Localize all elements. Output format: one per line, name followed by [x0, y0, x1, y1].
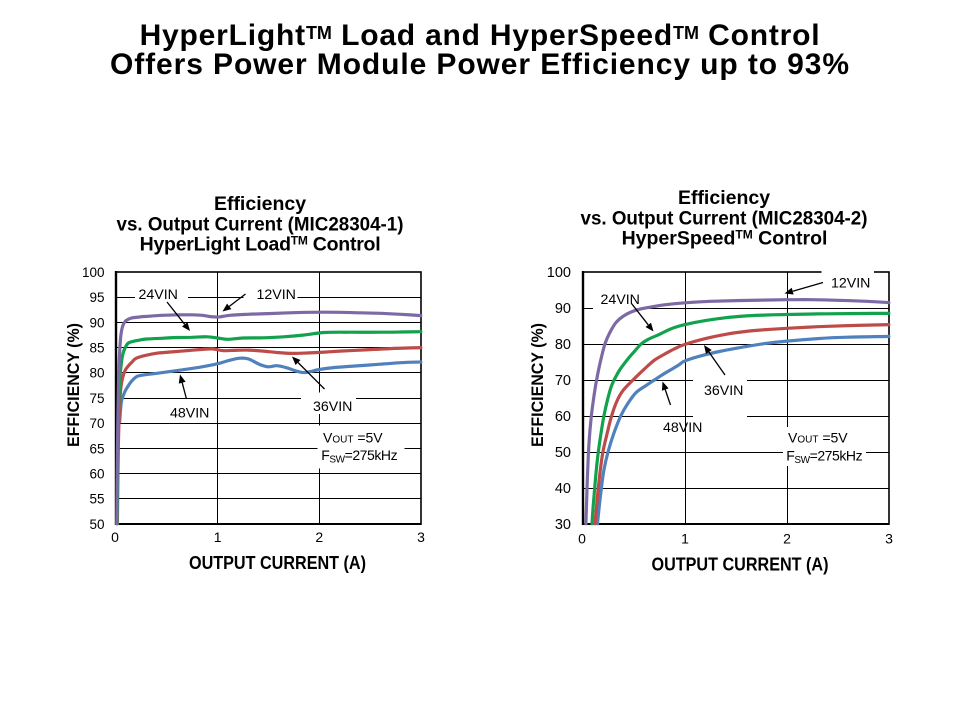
- svg-text:0: 0: [111, 529, 119, 545]
- svg-text:50: 50: [555, 445, 571, 461]
- svg-text:85: 85: [89, 341, 104, 356]
- svg-text:60: 60: [89, 467, 104, 482]
- svg-text:75: 75: [89, 391, 104, 406]
- svg-text:0: 0: [578, 531, 586, 547]
- svg-text:24VIN: 24VIN: [601, 292, 640, 308]
- svg-text:VOUT =5V: VOUT =5V: [788, 430, 848, 446]
- svg-text:3: 3: [885, 531, 893, 547]
- svg-text:90: 90: [89, 315, 104, 330]
- svg-text:80: 80: [555, 337, 571, 353]
- svg-text:VOUT =5V: VOUT =5V: [323, 429, 383, 445]
- svg-text:EFFICIENCY (%): EFFICIENCY (%): [64, 323, 83, 447]
- svg-text:HyperLight LoadTM Control: HyperLight LoadTM Control: [140, 234, 381, 256]
- svg-text:100: 100: [82, 265, 105, 280]
- svg-text:55: 55: [89, 492, 104, 507]
- svg-text:100: 100: [547, 265, 571, 281]
- svg-text:90: 90: [555, 301, 571, 317]
- svg-text:Efficiency: Efficiency: [678, 187, 770, 209]
- svg-text:80: 80: [89, 366, 104, 381]
- svg-text:50: 50: [89, 517, 104, 532]
- svg-text:12VIN: 12VIN: [257, 287, 296, 303]
- svg-text:vs. Output Current (MIC28304-1: vs. Output Current (MIC28304-1): [117, 214, 404, 236]
- svg-text:OUTPUT CURRENT (A): OUTPUT CURRENT (A): [189, 552, 366, 573]
- svg-text:40: 40: [555, 481, 571, 497]
- svg-text:1: 1: [214, 529, 222, 545]
- svg-text:Efficiency: Efficiency: [214, 193, 306, 215]
- svg-text:2: 2: [315, 529, 323, 545]
- svg-text:36VIN: 36VIN: [313, 399, 352, 415]
- svg-text:70: 70: [555, 373, 571, 389]
- svg-text:3: 3: [417, 529, 425, 545]
- svg-text:HyperSpeedTM Control: HyperSpeedTM Control: [622, 228, 828, 250]
- svg-text:36VIN: 36VIN: [704, 383, 743, 399]
- svg-text:2: 2: [783, 531, 791, 547]
- svg-text:65: 65: [89, 441, 104, 456]
- svg-text:95: 95: [89, 290, 104, 305]
- svg-text:vs. Output Current (MIC28304-2: vs. Output Current (MIC28304-2): [581, 208, 868, 230]
- svg-text:12VIN: 12VIN: [831, 276, 870, 292]
- svg-text:24VIN: 24VIN: [139, 287, 178, 303]
- svg-text:30: 30: [555, 517, 571, 533]
- svg-text:EFFICIENCY (%): EFFICIENCY (%): [528, 323, 547, 447]
- svg-text:60: 60: [555, 409, 571, 425]
- svg-text:OUTPUT CURRENT (A): OUTPUT CURRENT (A): [652, 554, 829, 575]
- svg-text:48VIN: 48VIN: [663, 420, 702, 436]
- svg-text:48VIN: 48VIN: [170, 406, 209, 422]
- svg-text:1: 1: [681, 531, 689, 547]
- svg-text:70: 70: [89, 416, 104, 431]
